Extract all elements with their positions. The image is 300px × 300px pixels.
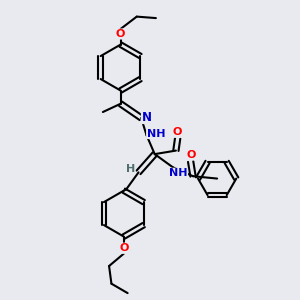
Text: O: O bbox=[116, 29, 125, 39]
Text: NH: NH bbox=[169, 168, 188, 178]
Text: N: N bbox=[142, 110, 152, 124]
Text: O: O bbox=[187, 150, 196, 160]
Text: NH: NH bbox=[147, 128, 165, 139]
Text: H: H bbox=[126, 164, 135, 174]
Text: O: O bbox=[119, 243, 128, 253]
Text: O: O bbox=[173, 127, 182, 137]
